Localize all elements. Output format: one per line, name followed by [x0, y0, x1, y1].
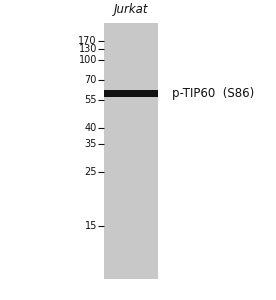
Text: 55: 55	[84, 95, 97, 105]
Bar	[104, 23, 158, 279]
Text: 100: 100	[78, 55, 97, 65]
Text: 15: 15	[84, 221, 97, 231]
Text: 70: 70	[84, 75, 97, 85]
Text: 25: 25	[84, 167, 97, 177]
Bar	[104, 90, 158, 97]
Text: p-TIP60  (S86): p-TIP60 (S86)	[172, 87, 254, 100]
Text: Jurkat: Jurkat	[114, 3, 148, 16]
Text: 35: 35	[84, 139, 97, 149]
Text: 170: 170	[78, 36, 97, 46]
Text: 130: 130	[78, 44, 97, 54]
Text: 40: 40	[85, 122, 97, 133]
